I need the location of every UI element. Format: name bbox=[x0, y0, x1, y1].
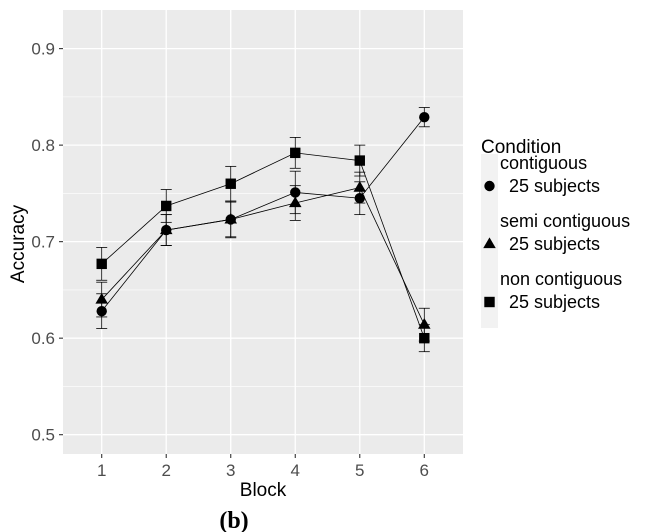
legend-item-contiguous: contiguous 25 subjects bbox=[481, 153, 600, 212]
series-layer bbox=[95, 107, 431, 353]
legend-sublabel: 25 subjects bbox=[509, 234, 600, 254]
data-point bbox=[224, 212, 238, 224]
figure-caption: (b) bbox=[219, 508, 248, 532]
series-non-contiguous bbox=[96, 137, 430, 353]
data-point bbox=[353, 181, 367, 192]
data-point bbox=[161, 200, 172, 212]
x-tick-label: 4 bbox=[291, 461, 300, 480]
legend-item-non-contiguous: non contiguous 25 subjects bbox=[481, 269, 622, 328]
data-point bbox=[225, 178, 236, 189]
legend-title: Condition bbox=[481, 137, 561, 158]
data-point bbox=[288, 196, 302, 208]
y-axis-title: Accuracy bbox=[8, 204, 29, 283]
data-point bbox=[159, 223, 173, 235]
legend-sublabel: 25 subjects bbox=[509, 176, 600, 196]
legend-item-semi-contiguous: semi contiguous 25 subjects bbox=[481, 211, 630, 270]
y-tick-label: 0.5 bbox=[31, 426, 55, 445]
data-point bbox=[290, 147, 301, 159]
series-line bbox=[101, 187, 425, 325]
y-tick-label: 0.6 bbox=[31, 329, 55, 348]
series-line bbox=[101, 152, 425, 339]
grid-lines bbox=[63, 10, 463, 454]
legend-label: contiguous bbox=[500, 153, 587, 173]
y-tick-label: 0.9 bbox=[31, 40, 55, 59]
x-tick-label: 1 bbox=[97, 461, 106, 480]
axes: 0.5 0.6 0.7 0.8 0.9 1 2 3 4 5 6 bbox=[31, 40, 429, 480]
y-tick-label: 0.8 bbox=[31, 136, 55, 155]
x-tick-label: 6 bbox=[420, 461, 429, 480]
x-axis-title: Block bbox=[240, 480, 287, 501]
legend-key-marker bbox=[483, 237, 496, 249]
data-point bbox=[354, 155, 365, 166]
y-tick-label: 0.7 bbox=[31, 233, 55, 252]
x-tick-label: 3 bbox=[226, 461, 235, 480]
plot-panel bbox=[63, 10, 463, 454]
x-tick-label: 5 bbox=[355, 461, 364, 480]
data-point bbox=[96, 258, 107, 270]
data-point bbox=[418, 318, 431, 329]
data-point bbox=[95, 292, 108, 304]
series-line bbox=[101, 116, 425, 312]
legend-key-marker bbox=[484, 180, 495, 192]
data-point bbox=[419, 111, 430, 123]
legend-label: non contiguous bbox=[500, 269, 622, 289]
legend-sublabel: 25 subjects bbox=[509, 292, 600, 312]
legend-label: semi contiguous bbox=[500, 211, 630, 231]
data-point bbox=[419, 332, 430, 344]
x-tick-label: 2 bbox=[161, 461, 170, 480]
legend-key-marker bbox=[484, 296, 495, 308]
